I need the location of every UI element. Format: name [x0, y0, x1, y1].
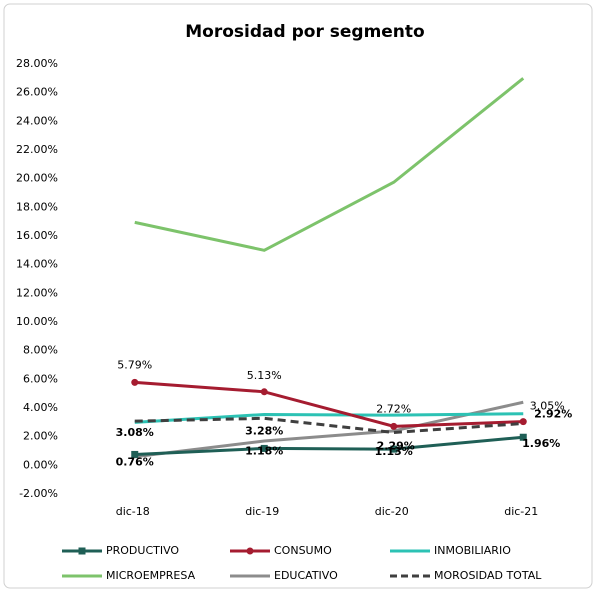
series-line: [134, 435, 524, 456]
y-tick-label: 16.00%: [16, 229, 58, 242]
y-tick-label: -2.00%: [19, 487, 58, 500]
y-tick-label: 28.00%: [16, 57, 58, 70]
series-line: [134, 400, 524, 459]
y-tick-label: 4.00%: [23, 401, 58, 414]
y-tick-label: 10.00%: [16, 315, 58, 328]
x-tick-label: dic-18: [116, 505, 150, 518]
y-tick-label: 18.00%: [16, 200, 58, 213]
series-line: [134, 412, 524, 424]
chart-frame: [3, 3, 593, 589]
data-label: 2.92%: [534, 407, 572, 420]
data-label: 2.72%: [376, 402, 411, 415]
marker: [260, 388, 268, 396]
data-label: 3.28%: [245, 424, 283, 437]
legend-label: MOROSIDAD TOTAL: [434, 569, 542, 582]
y-tick-label: 14.00%: [16, 258, 58, 271]
legend-marker: [78, 547, 86, 555]
marker: [390, 422, 398, 430]
data-label: 3.08%: [116, 426, 154, 439]
marker: [260, 444, 268, 452]
data-label: 0.76%: [116, 455, 154, 468]
legend-label: EDUCATIVO: [274, 569, 338, 582]
x-tick-label: dic-21: [504, 505, 538, 518]
y-tick-label: 26.00%: [16, 86, 58, 99]
data-label: 1.96%: [522, 437, 560, 450]
legend-marker: [246, 547, 254, 555]
legend-label: PRODUCTIVO: [106, 544, 179, 557]
marker: [131, 450, 139, 458]
y-tick-label: 6.00%: [23, 372, 58, 385]
legend-label: CONSUMO: [274, 544, 332, 557]
data-label: 5.79%: [117, 358, 152, 371]
data-label: 1.18%: [245, 444, 283, 457]
y-tick-label: 22.00%: [16, 143, 58, 156]
x-tick-label: dic-19: [245, 505, 279, 518]
legend-label: INMOBILIARIO: [434, 544, 511, 557]
y-tick-label: 24.00%: [16, 114, 58, 127]
series-line: [134, 77, 525, 252]
chart-title: Morosidad por segmento: [185, 22, 424, 42]
data-label: 5.13%: [247, 369, 282, 382]
y-tick-label: 8.00%: [23, 344, 58, 357]
marker: [519, 418, 527, 426]
y-tick-label: 2.00%: [23, 430, 58, 443]
y-tick-label: 20.00%: [16, 172, 58, 185]
data-label: 2.29%: [377, 440, 415, 453]
marker: [519, 433, 527, 441]
series-line: [134, 380, 524, 428]
y-tick-label: 12.00%: [16, 286, 58, 299]
data-label: 1.13%: [375, 445, 413, 458]
marker: [131, 378, 139, 386]
marker: [390, 445, 398, 453]
legend-label: MICROEMPRESA: [106, 569, 196, 582]
data-label: 3.05%: [530, 400, 565, 413]
x-tick-label: dic-20: [375, 505, 409, 518]
y-tick-label: 0.00%: [23, 458, 58, 471]
